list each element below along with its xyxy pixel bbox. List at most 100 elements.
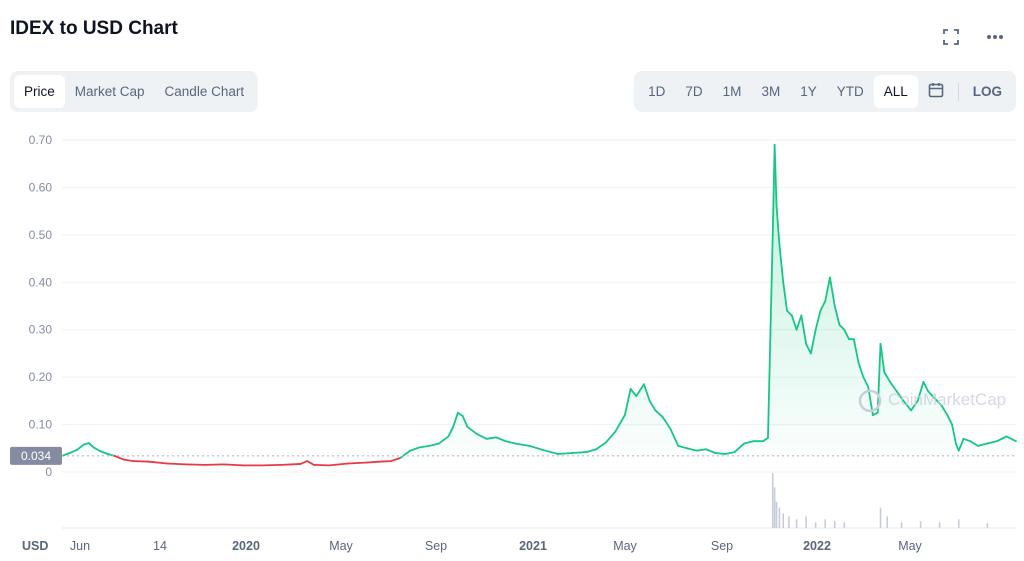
price-line-segment	[514, 442, 531, 447]
range-tabs: 1D 7D 1M 3M 1Y YTD ALL LOG	[634, 71, 1016, 112]
price-line-segment	[786, 309, 793, 317]
price-line-segment	[495, 436, 507, 443]
y-tick-label: 0.10	[29, 418, 53, 432]
price-line-segment	[773, 143, 778, 208]
price-line-segment	[223, 463, 245, 467]
range-1d[interactable]: 1D	[648, 84, 666, 99]
x-tick-label: Sep	[711, 539, 733, 553]
tab-market-cap[interactable]: Market Cap	[74, 84, 145, 99]
price-line-segment	[595, 441, 607, 451]
volume-bar	[986, 523, 989, 528]
range-1y[interactable]: 1Y	[800, 84, 817, 99]
y-tick-label: 0.40	[29, 275, 53, 289]
fullscreen-icon[interactable]	[940, 26, 962, 48]
x-axis: Jun 14 2020 May Sep 2021 May Sep 2022 May USD	[22, 539, 923, 553]
tab-candle-chart[interactable]: Candle Chart	[164, 84, 245, 99]
price-line-segment	[87, 442, 95, 449]
price-line-segment	[838, 324, 846, 331]
price-line-segment	[306, 460, 315, 466]
x-tick-label: May	[613, 539, 637, 553]
price-line-segment	[92, 446, 102, 453]
price-line-segment	[390, 456, 402, 462]
price-line-segment	[946, 414, 953, 426]
divider	[957, 82, 959, 101]
price-line-segment	[775, 205, 781, 246]
volume-bar	[778, 507, 781, 528]
price-line-segment	[883, 371, 891, 383]
current-price-label: 0.034	[10, 446, 62, 465]
y-axis: 0.70 0.60 0.50 0.40 0.30 0.20 0.10 0	[29, 133, 53, 479]
volume-bar	[919, 521, 922, 528]
price-line-segment	[685, 447, 698, 452]
price-line-segment	[466, 426, 478, 435]
price-line-segment	[902, 399, 912, 412]
price-line-segment	[648, 399, 657, 412]
price-line-segment	[695, 448, 707, 452]
x-tick-label: 2021	[519, 539, 547, 553]
volume-bar	[814, 522, 817, 528]
current-price-value: 0.034	[21, 449, 51, 463]
volume-bar	[782, 513, 785, 528]
price-line-segment	[485, 436, 497, 440]
price-line-segment	[447, 426, 455, 438]
volume-bar	[886, 516, 889, 528]
y-tick-label: 0.60	[29, 180, 53, 194]
price-line-segment	[957, 437, 965, 452]
price-line-segment	[996, 435, 1008, 443]
grid-lines	[62, 139, 1016, 529]
x-tick-label: Sep	[425, 539, 447, 553]
price-line-segment	[585, 448, 598, 453]
price-line-segment	[166, 462, 187, 466]
range-3m[interactable]: 3M	[761, 84, 781, 99]
price-line-segment	[677, 445, 688, 450]
price-line-segment	[1010, 437, 1017, 443]
price-line-segment	[790, 314, 798, 331]
price-line-segment	[418, 445, 431, 449]
range-all[interactable]: ALL	[873, 75, 918, 108]
tab-price[interactable]: Price	[14, 75, 65, 108]
price-line-segment	[68, 448, 79, 454]
price-line-segment	[852, 338, 860, 364]
price-line-segment	[795, 314, 803, 331]
volume-bars	[771, 472, 989, 528]
log-toggle[interactable]: LOG	[972, 84, 1002, 99]
volume-bar	[775, 501, 778, 528]
range-1m[interactable]: 1M	[722, 84, 742, 99]
price-line-segment	[833, 305, 841, 326]
price-line-segment	[962, 437, 972, 443]
price-line-segment	[782, 281, 788, 312]
volume-bar	[900, 522, 903, 528]
price-line-segment	[347, 461, 369, 465]
price-line-segment	[733, 442, 746, 453]
price-line-segment	[123, 458, 135, 462]
price-line-segment	[895, 390, 905, 402]
volume-bar	[805, 516, 807, 528]
price-chart[interactable]: 0.70 0.60 0.50 0.40 0.30 0.20 0.10 0 CoinMarket…	[0, 120, 1024, 561]
volume-bar	[824, 519, 826, 528]
price-line-segment	[969, 440, 979, 447]
watermark-text: CoinMarketCap	[888, 390, 1006, 409]
price-line-segment	[457, 411, 464, 417]
price-line-segment	[829, 276, 836, 307]
price-line-segment	[927, 390, 936, 400]
x-tick-label: 2020	[232, 539, 260, 553]
range-ytd[interactable]: YTD	[836, 84, 864, 99]
current-price-badge	[10, 446, 62, 465]
more-icon[interactable]	[984, 26, 1006, 48]
price-line-segment	[824, 276, 831, 303]
price-line-segment	[452, 411, 459, 428]
price-line-segment	[399, 449, 412, 459]
calendar-icon	[928, 82, 944, 101]
top-actions	[940, 26, 1006, 48]
price-line-segment	[862, 376, 870, 388]
range-7d[interactable]: 7D	[685, 84, 703, 99]
date-range-button[interactable]	[918, 75, 954, 108]
y-tick-label: 0.20	[29, 370, 53, 384]
volume-bar	[879, 507, 882, 528]
price-line-segment	[113, 454, 125, 461]
price-line-segment	[557, 452, 574, 455]
price-line-segment	[476, 433, 488, 440]
price-line-segment	[819, 300, 827, 312]
price-line-segment	[843, 328, 850, 341]
x-tick-label: Jun	[70, 539, 90, 553]
